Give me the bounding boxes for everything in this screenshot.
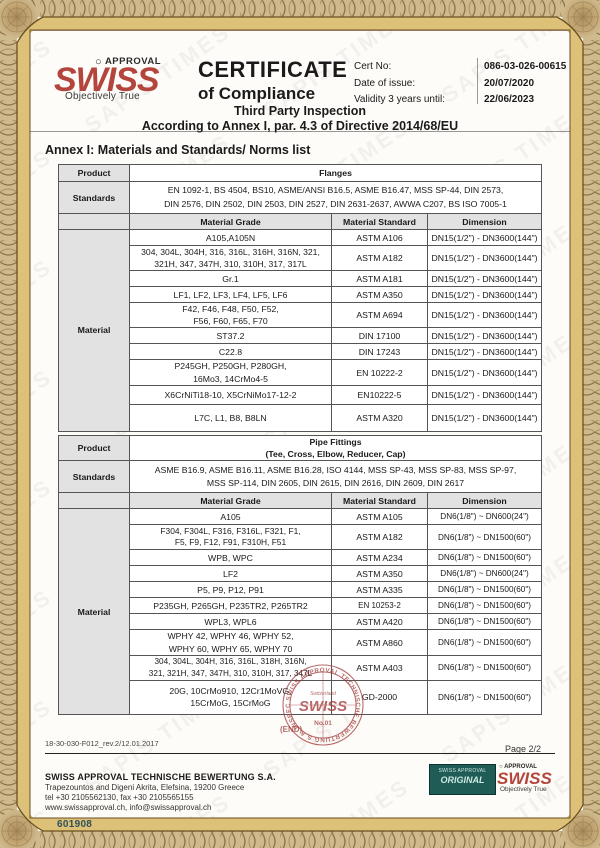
svg-text:No.01: No.01 (314, 720, 332, 727)
svg-text:SWISS: SWISS (299, 698, 347, 715)
svg-text:Switzerland: Switzerland (310, 691, 336, 697)
